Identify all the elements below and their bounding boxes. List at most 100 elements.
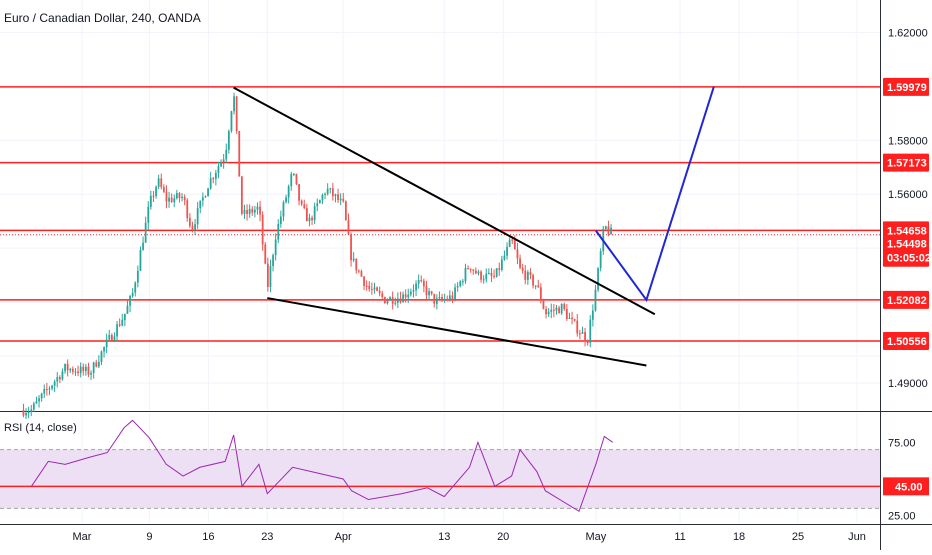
- price-axis-badge-text: 1.57173: [887, 158, 927, 170]
- candle: [376, 286, 378, 292]
- candle: [563, 302, 566, 311]
- candle: [110, 333, 113, 342]
- candle-body: [604, 226, 607, 229]
- candle: [464, 263, 467, 284]
- candle: [495, 268, 498, 278]
- candle: [417, 274, 420, 289]
- candle: [126, 299, 129, 314]
- candle-body: [92, 362, 95, 373]
- candle: [207, 187, 209, 197]
- candle: [235, 95, 238, 134]
- candle-body: [149, 195, 152, 207]
- candle-body: [459, 281, 462, 287]
- price-tick-label: 1.62000: [888, 27, 928, 39]
- candle-body: [139, 249, 142, 271]
- candle-body: [581, 332, 584, 334]
- time-tick-label: 25: [792, 531, 804, 543]
- candle: [599, 248, 602, 272]
- candle: [123, 313, 126, 327]
- candle: [339, 193, 342, 206]
- candle-body: [113, 336, 116, 341]
- candle: [360, 269, 363, 277]
- candle-body: [511, 239, 514, 241]
- candle: [290, 171, 293, 191]
- candle-body: [339, 198, 342, 201]
- candle-body: [292, 173, 295, 175]
- time-tick-label: Mar: [73, 531, 92, 543]
- candle-body: [571, 317, 573, 320]
- candle-body: [144, 222, 147, 243]
- candle-body: [532, 275, 534, 286]
- candle-body: [467, 268, 469, 270]
- candle: [32, 401, 35, 413]
- candle: [71, 366, 74, 375]
- price-axis-badge-bg: [883, 77, 929, 96]
- candle: [363, 275, 365, 291]
- candle: [378, 286, 381, 297]
- candle: [45, 382, 48, 396]
- candle: [383, 296, 386, 304]
- candle: [136, 265, 139, 288]
- candle-body: [500, 259, 503, 270]
- candle: [407, 288, 410, 303]
- candle: [279, 210, 282, 228]
- candle-body: [69, 368, 72, 371]
- trendline-lower[interactable]: [267, 297, 647, 367]
- price-axis-badge-bg: [883, 248, 929, 267]
- candle-body: [22, 410, 25, 416]
- rsi-title: RSI (14, close): [4, 422, 77, 434]
- candle-body: [277, 223, 280, 240]
- candle: [100, 350, 103, 366]
- time-tick-label: 11: [674, 531, 685, 543]
- candle-body: [506, 246, 508, 256]
- candle: [160, 173, 163, 190]
- candle-body: [196, 208, 199, 225]
- candle-body: [534, 285, 537, 287]
- candle: [152, 190, 155, 202]
- candle: [74, 368, 77, 376]
- candle-body: [360, 271, 363, 277]
- candle-body: [181, 196, 183, 199]
- candle-body: [417, 280, 420, 284]
- candle: [201, 192, 204, 207]
- price-axis-badge-bg: [883, 234, 929, 253]
- candle: [118, 318, 121, 328]
- candle-body: [295, 173, 298, 185]
- candle: [493, 269, 495, 279]
- candle: [409, 288, 412, 297]
- candle-body: [61, 371, 64, 380]
- candle: [529, 268, 532, 280]
- candle-body: [552, 309, 555, 311]
- candle-body: [503, 255, 506, 260]
- candle-body: [51, 385, 53, 389]
- candle: [129, 294, 131, 313]
- candle-body: [155, 186, 157, 197]
- candle: [412, 284, 415, 298]
- candle: [56, 372, 59, 388]
- candle-body: [300, 200, 303, 205]
- candle: [253, 205, 256, 218]
- candle: [573, 318, 576, 322]
- candle: [298, 184, 300, 206]
- trendline-upper[interactable]: [233, 86, 656, 316]
- candle: [321, 193, 324, 205]
- candle: [448, 290, 451, 302]
- candle: [591, 304, 594, 327]
- projection-path[interactable]: [595, 86, 715, 303]
- candle-body: [220, 162, 222, 167]
- rsi-level-badge: 45.00: [883, 477, 929, 496]
- candle: [30, 404, 33, 417]
- candle: [113, 332, 116, 343]
- candle: [238, 130, 241, 177]
- candle-body: [38, 398, 40, 402]
- candle-body: [355, 258, 358, 271]
- candle: [308, 213, 311, 227]
- candle: [344, 200, 347, 221]
- candle-body: [324, 193, 326, 195]
- candle: [251, 206, 254, 216]
- candle: [500, 255, 503, 272]
- price-axis-badge-text: 03:05:02: [887, 253, 931, 265]
- candle-body: [576, 320, 579, 334]
- candle: [217, 161, 220, 179]
